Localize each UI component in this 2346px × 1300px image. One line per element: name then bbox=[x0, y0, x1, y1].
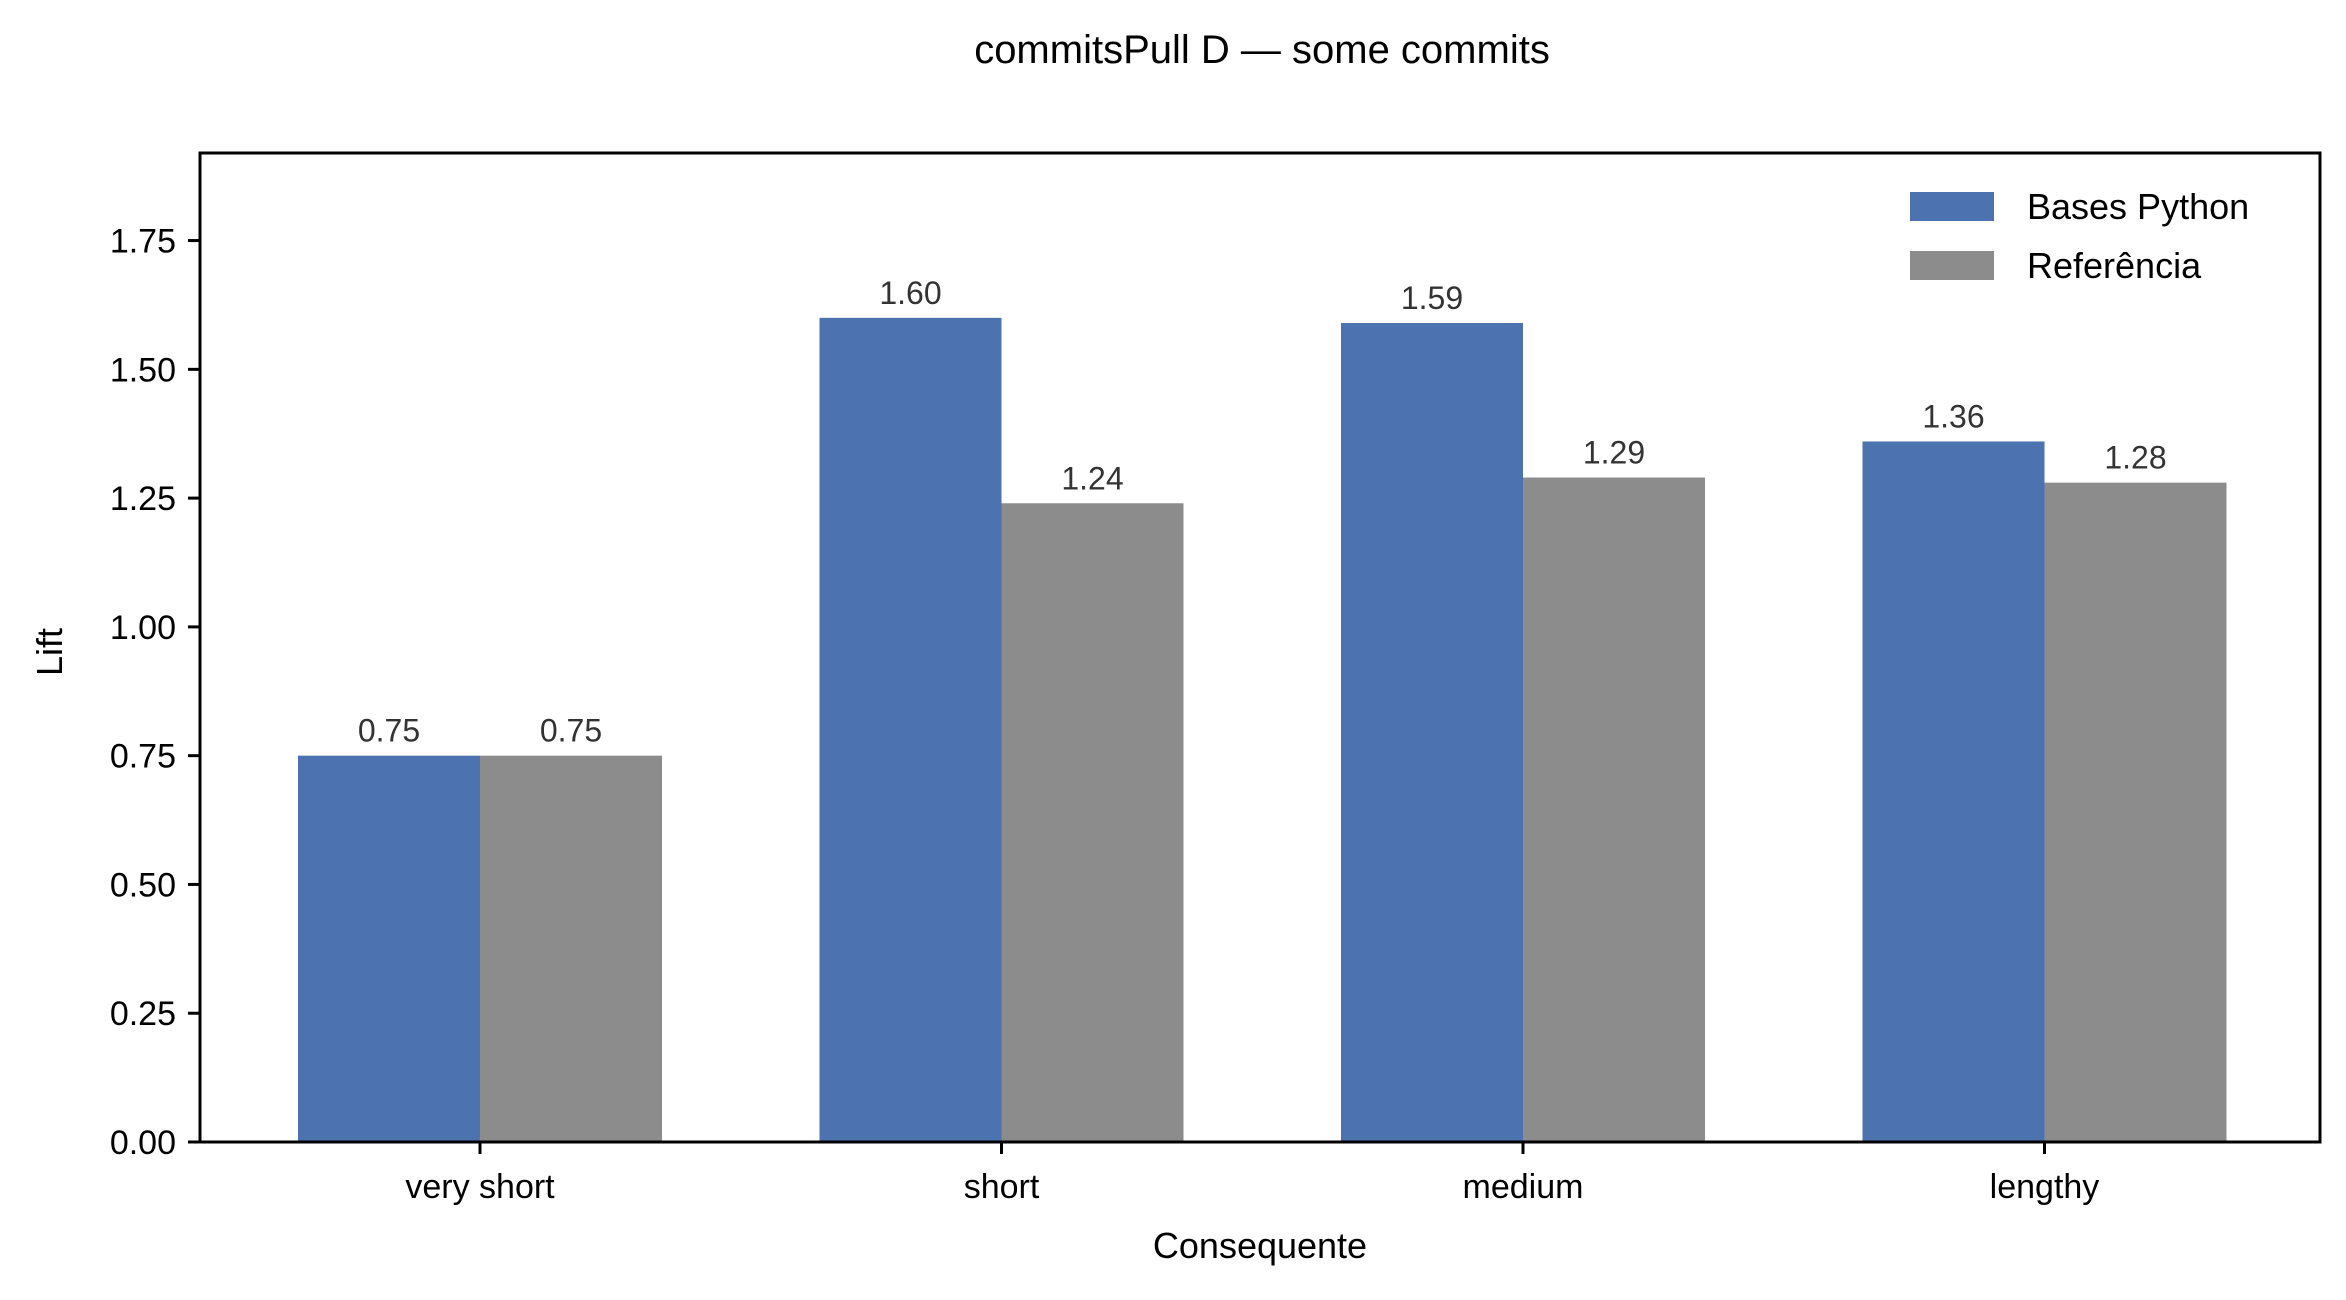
value-label: 1.28 bbox=[2104, 440, 2166, 476]
value-label: 1.36 bbox=[1922, 398, 1984, 434]
value-label: 0.75 bbox=[358, 713, 420, 749]
bar-referencia-very-short bbox=[480, 755, 662, 1142]
y-tick-label: 0.75 bbox=[110, 738, 176, 776]
legend-swatch-bases-python bbox=[1910, 192, 1994, 221]
value-labels-layer: 0.75 0.75 1.60 1.24 1.59 1.29 1.36 1.28 bbox=[358, 275, 2167, 749]
legend-label-bases-python: Bases Python bbox=[2027, 186, 2249, 227]
bar-bases-python-lengthy bbox=[1862, 441, 2045, 1142]
x-tick-label: medium bbox=[1463, 1168, 1584, 1206]
x-tick-label: lengthy bbox=[1990, 1168, 2100, 1206]
value-label: 1.59 bbox=[1401, 280, 1463, 316]
x-axis-label: Consequente bbox=[1153, 1225, 1367, 1266]
bar-referencia-lengthy bbox=[2044, 482, 2227, 1143]
bar-bases-python-very-short bbox=[298, 755, 480, 1142]
y-tick-label: 0.50 bbox=[110, 866, 176, 904]
bar-bases-python-medium bbox=[1341, 322, 1523, 1142]
legend-label-referencia: Referência bbox=[2027, 245, 2202, 286]
value-label: 1.60 bbox=[879, 275, 941, 311]
y-tick-label: 1.00 bbox=[110, 609, 176, 647]
y-axis-label: Lift bbox=[29, 628, 70, 676]
y-axis: 0.00 0.25 0.50 0.75 1.00 1.25 1.50 1.75 bbox=[110, 223, 200, 1162]
x-tick-label: very short bbox=[405, 1168, 555, 1206]
y-tick-label: 1.25 bbox=[110, 480, 176, 518]
bar-referencia-short bbox=[1001, 503, 1184, 1142]
x-tick-label: short bbox=[964, 1168, 1040, 1206]
legend-swatch-referencia bbox=[1910, 251, 1994, 280]
y-tick-label: 0.25 bbox=[110, 995, 176, 1033]
value-label: 0.75 bbox=[540, 713, 602, 749]
bars-layer bbox=[298, 317, 2227, 1143]
bar-referencia-medium bbox=[1523, 477, 1705, 1142]
chart-title: commitsPull D — some commits bbox=[974, 28, 1550, 72]
plot-frame bbox=[198, 151, 2322, 1144]
value-label: 1.24 bbox=[1061, 460, 1123, 496]
x-axis: very short short medium lengthy bbox=[405, 1142, 2099, 1206]
y-tick-label: 1.75 bbox=[110, 223, 176, 261]
legend: Bases Python Referência bbox=[1910, 186, 2249, 286]
value-label: 1.29 bbox=[1583, 435, 1645, 471]
y-tick-label: 1.50 bbox=[110, 351, 176, 389]
y-tick-label: 0.00 bbox=[110, 1124, 176, 1162]
bar-bases-python-short bbox=[819, 317, 1002, 1142]
